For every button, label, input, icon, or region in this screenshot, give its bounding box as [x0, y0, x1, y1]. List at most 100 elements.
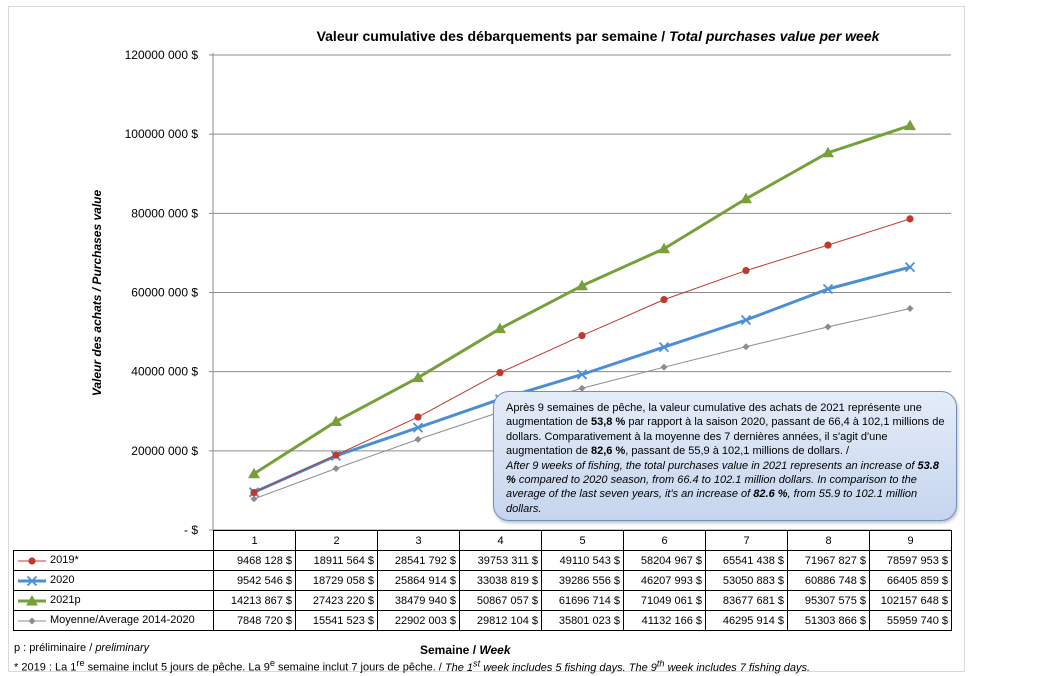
legend-entry: 2019* — [13, 550, 214, 571]
data-point — [740, 192, 752, 204]
table-header-week: 5 — [541, 530, 624, 551]
x-axis-title: Semaine / Week — [420, 643, 511, 657]
preliminary-note: p : préliminaire / preliminary — [14, 642, 150, 654]
legend-label: 2020 — [50, 574, 75, 587]
legend-key-icon — [18, 617, 46, 625]
legend-label: Moyenne/Average 2014-2020 — [50, 614, 195, 627]
table-cell: 41132 166 $ — [623, 610, 706, 631]
data-point — [576, 369, 588, 380]
table-cell: 18729 058 $ — [295, 570, 378, 591]
table-cell: 55959 740 $ — [869, 610, 952, 631]
note-en-1: After 9 weeks of fishing, the total purc… — [506, 459, 918, 472]
table-cell: 83677 681 $ — [705, 590, 788, 611]
table-cell: 60886 748 $ — [787, 570, 870, 591]
legend-entry: 2021p — [13, 590, 214, 611]
y-tick-label: 80000 000 $ — [131, 206, 198, 220]
note-en-pct1: 53.8 % — [506, 459, 939, 487]
note-fr-3: , passant de 55,9 à 102,1 millions de do… — [625, 445, 850, 458]
table-cell: 29812 104 $ — [459, 610, 542, 631]
table-header-week: 7 — [705, 530, 788, 551]
table-cell: 15541 523 $ — [295, 610, 378, 631]
data-point — [28, 617, 36, 625]
table-header-week: 3 — [377, 530, 460, 551]
data-point — [332, 451, 340, 459]
y-tick-label: 120000 000 $ — [125, 48, 199, 62]
data-point — [414, 435, 422, 443]
note-en-3: , from 55.9 to 102.1 million dollars. — [506, 488, 918, 515]
legend-key-icon — [18, 594, 46, 606]
table-row: 2020 9542 546 $18729 058 $25864 914 $3303… — [13, 570, 952, 591]
y-tick-label: 20000 000 $ — [131, 444, 198, 458]
note-fr-pct1: 53,8 % — [591, 416, 626, 429]
data-point — [906, 304, 914, 312]
data-point — [412, 371, 424, 383]
table-header-week: 4 — [459, 530, 542, 551]
data-point — [414, 413, 422, 421]
data-point — [578, 332, 586, 340]
table-cell: 9542 546 $ — [213, 570, 296, 591]
table-cell: 9468 128 $ — [213, 550, 296, 571]
data-point — [822, 283, 834, 295]
y-axis-title: Valeur des achats / Purchases value — [90, 190, 104, 397]
legend-key-icon — [18, 556, 46, 565]
y-tick-label: 40000 000 $ — [131, 365, 198, 379]
table-row: 2019* 9468 128 $18911 564 $28541 792 $397… — [13, 550, 952, 571]
series-moyenne-average-2014-2020 — [250, 304, 914, 503]
table-cell: 7848 720 $ — [213, 610, 296, 631]
table-corner — [14, 531, 214, 551]
y-tick-label: 60000 000 $ — [131, 286, 198, 300]
legend-label: 2021p — [50, 594, 81, 607]
data-point — [248, 467, 260, 479]
legend-entry: Moyenne/Average 2014-2020 — [13, 610, 214, 631]
table-cell: 38479 940 $ — [377, 590, 460, 611]
data-point — [658, 341, 670, 353]
data-point — [742, 266, 750, 275]
data-point — [578, 384, 586, 392]
chart-title: Valeur cumulative des débarquements par … — [317, 28, 881, 44]
data-point — [824, 323, 832, 331]
data-point — [906, 215, 914, 223]
table-cell: 78597 953 $ — [869, 550, 952, 571]
table-header-week: 8 — [787, 530, 870, 551]
table-cell: 53050 883 $ — [705, 570, 788, 591]
data-point — [26, 594, 38, 606]
table-cell: 18911 564 $ — [295, 550, 378, 571]
table-row: Moyenne/Average 2014-2020 7848 720 $15541… — [13, 610, 952, 631]
table-cell: 51303 866 $ — [787, 610, 870, 631]
y-tick-labels: - $ 20000 000 $ 40000 000 $ 60000 000 $ 8000… — [125, 48, 199, 537]
table-cell: 102157 648 $ — [869, 590, 952, 611]
table-cell: 58204 967 $ — [623, 550, 706, 571]
data-point — [332, 464, 340, 472]
data-point — [412, 422, 424, 433]
note-fr-1: Après 9 semaines de pêche, la valeur cum… — [506, 402, 922, 429]
data-point — [496, 369, 504, 377]
table-header-week: 9 — [869, 530, 952, 551]
data-point — [330, 415, 342, 426]
series-2019 — [250, 215, 914, 497]
data-point — [26, 575, 38, 586]
data-point — [822, 146, 834, 158]
series-2021p — [248, 119, 916, 479]
data-point — [250, 488, 258, 497]
data-point — [28, 556, 36, 565]
legend-label: 2019* — [50, 554, 79, 567]
note-fr-pct2: 82,6 % — [591, 445, 626, 458]
table-cell: 46295 914 $ — [705, 610, 788, 631]
table-cell: 33038 819 $ — [459, 570, 542, 591]
table-cell: 50867 057 $ — [459, 590, 542, 611]
table-cell: 61696 714 $ — [541, 590, 624, 611]
table-cell: 71049 061 $ — [623, 590, 706, 611]
table-cell: 35801 023 $ — [541, 610, 624, 631]
table-header-week: 6 — [623, 530, 706, 551]
table-cell: 71967 827 $ — [787, 550, 870, 571]
note-en-pct2: 82.6 % — [753, 488, 788, 501]
series-lines — [248, 119, 916, 503]
data-point — [250, 495, 258, 503]
table-cell: 65541 438 $ — [705, 550, 788, 571]
note-en-2: compared to 2020 season, from 66.4 to 10… — [506, 474, 917, 501]
data-point — [824, 241, 832, 249]
table-cell: 28541 792 $ — [377, 550, 460, 571]
y-tick-label: - $ — [184, 523, 198, 537]
